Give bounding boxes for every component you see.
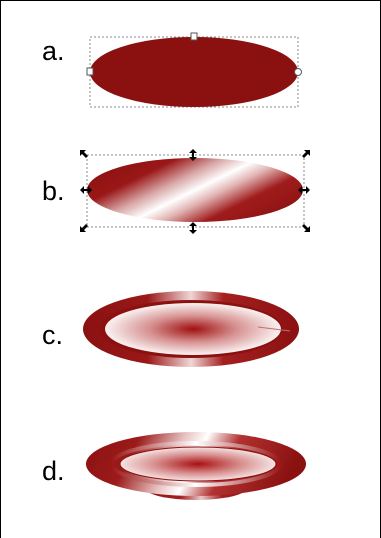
scale-handles[interactable]: [80, 150, 310, 232]
corner-handle-bottom-left: [80, 224, 88, 232]
side-handle-bottom: [189, 222, 197, 234]
corner-handle-top-right: [302, 150, 310, 158]
step-label-c: c.: [42, 320, 64, 350]
gradient-guide-line: [257, 326, 291, 332]
step-label-d: d.: [42, 456, 65, 486]
node-handle-top[interactable]: [190, 32, 198, 41]
node-handle-left[interactable]: [86, 67, 94, 76]
step-c-plate-group: [83, 291, 299, 367]
plate-inner-ring: [110, 441, 282, 487]
corner-handle-top-left: [80, 150, 88, 158]
step-a-ellipse-group: [86, 32, 302, 108]
step-d-plate-group: [86, 432, 306, 500]
plate-inner-surface[interactable]: [119, 446, 277, 482]
gradient-ellipse[interactable]: [87, 158, 303, 222]
side-handle-right: [298, 186, 310, 194]
plate-inner-surface[interactable]: [105, 303, 281, 355]
side-handle-left: [80, 186, 92, 194]
step-label-a: a.: [42, 36, 65, 66]
step-b-ellipse-group: [80, 149, 310, 234]
node-handle-right[interactable]: [294, 68, 302, 76]
corner-handle-bottom-right: [302, 224, 310, 232]
side-handles[interactable]: [80, 149, 310, 234]
side-handle-top: [189, 149, 197, 161]
plain-ellipse[interactable]: [90, 37, 298, 107]
step-label-b: b.: [42, 176, 65, 206]
